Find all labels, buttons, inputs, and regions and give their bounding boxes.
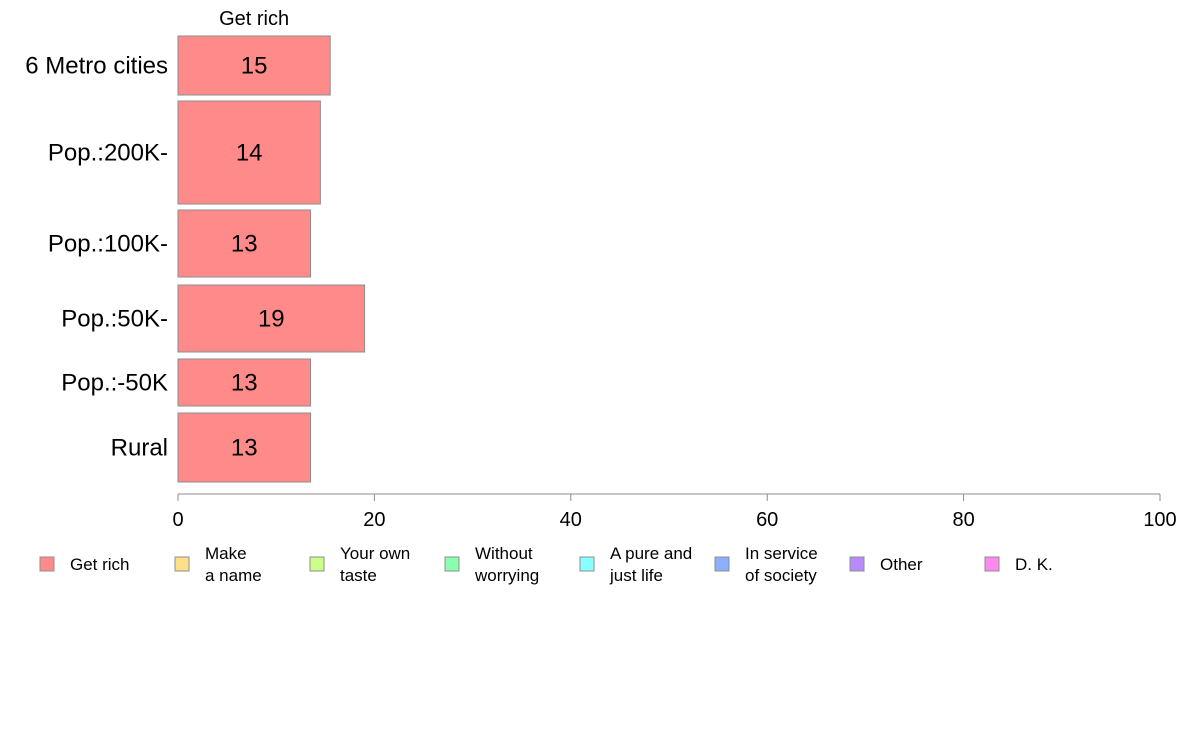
bar-value-label: 19 [258, 306, 285, 333]
legend-label: Make [205, 544, 247, 563]
x-tick-label: 80 [952, 509, 974, 531]
legend-label: taste [340, 566, 377, 585]
legend-item: A pure and just life [579, 544, 692, 585]
bars-group: Get rich 6 Metro cities 15 Pop.:200K- 14 Pop.… [25, 8, 366, 483]
x-tick-label: 0 [172, 509, 183, 531]
legend-label: A pure and [610, 544, 692, 563]
legend-label: worrying [474, 566, 539, 585]
legend-swatch [174, 556, 190, 572]
category-label: Pop.:200K- [48, 140, 168, 167]
x-tick-label: 60 [756, 509, 778, 531]
category-label: Pop.:50K- [61, 306, 168, 333]
bar [177, 412, 312, 483]
legend-label: just life [609, 566, 663, 585]
bar [177, 35, 331, 96]
bar [177, 100, 321, 205]
bar-value-label: 13 [231, 435, 258, 462]
x-tick-label: 100 [1143, 509, 1176, 531]
legend-label: Your own [340, 544, 410, 563]
bar [177, 209, 312, 278]
x-tick-label: 20 [363, 509, 385, 531]
bar [177, 284, 366, 353]
legend-label: Other [880, 555, 923, 574]
legend-item: Your own taste [309, 544, 410, 585]
legend-swatch [39, 556, 55, 572]
legend-item: Get rich [39, 555, 130, 574]
series-header-label: Get rich [219, 8, 289, 30]
legend-label: Without [475, 544, 533, 563]
legend-swatch [579, 556, 595, 572]
legend-label: D. K. [1015, 555, 1053, 574]
legend-swatch [984, 556, 1000, 572]
bar-value-label: 13 [231, 370, 258, 397]
legend-swatch [444, 556, 460, 572]
legend-label: Get rich [70, 555, 130, 574]
bar [177, 358, 312, 407]
legend-swatch [714, 556, 730, 572]
bar-value-label: 13 [231, 231, 258, 258]
legend-label: a name [205, 566, 262, 585]
bar-value-label: 15 [241, 53, 268, 80]
legend-swatch [309, 556, 325, 572]
legend-item: Other [849, 555, 923, 574]
bar-value-label: 14 [236, 140, 263, 167]
category-label: Rural [111, 435, 168, 462]
legend-item: D. K. [984, 555, 1053, 574]
legend-label: In service [745, 544, 818, 563]
x-tick-label: 40 [560, 509, 582, 531]
category-label: 6 Metro cities [25, 53, 168, 80]
category-label: Pop.:-50K [61, 370, 168, 397]
category-label: Pop.:100K- [48, 231, 168, 258]
legend-item: Without worrying [444, 544, 539, 585]
legend-item: Make a name [174, 544, 262, 585]
x-axis: 0 20 40 60 80 100 [172, 493, 1177, 531]
legend-label: of society [745, 566, 817, 585]
legend: Get rich Make a name Your own taste Without wo… [39, 544, 1053, 585]
legend-item: In service of society [714, 544, 818, 585]
legend-swatch [849, 556, 865, 572]
